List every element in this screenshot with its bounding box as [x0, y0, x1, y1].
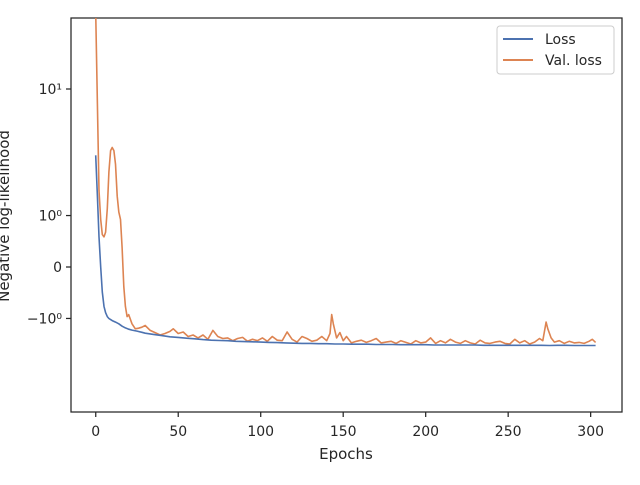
- legend: Loss Val. loss: [496, 25, 615, 75]
- x-axis-label: Epochs: [319, 445, 373, 463]
- x-tick-label: 0: [91, 424, 100, 440]
- x-tick-label: 150: [330, 424, 357, 440]
- y-tick-label: −10⁰: [27, 311, 63, 327]
- y-axis: 10¹ 10⁰ 0 −10⁰: [27, 82, 71, 327]
- y-tick-label: 10⁰: [39, 209, 63, 225]
- x-tick-label: 300: [577, 424, 604, 440]
- y-tick-label: 10¹: [39, 82, 62, 98]
- plot-area: [70, 17, 623, 413]
- legend-label: Val. loss: [545, 53, 602, 69]
- y-tick-label: 0: [53, 260, 62, 276]
- x-tick-label: 250: [495, 424, 522, 440]
- series-layer: [94, 18, 597, 347]
- y-axis-label: Negative log-likelihood: [0, 130, 13, 302]
- x-axis: 0 50 100 150 200 250 300: [91, 412, 604, 440]
- x-tick-label: 200: [412, 424, 439, 440]
- x-tick-label: 50: [169, 424, 187, 440]
- legend-label: Loss: [545, 32, 576, 48]
- series-line-val-loss: [95, 18, 597, 345]
- x-tick-label: 100: [247, 424, 274, 440]
- series-line-loss: [94, 155, 596, 347]
